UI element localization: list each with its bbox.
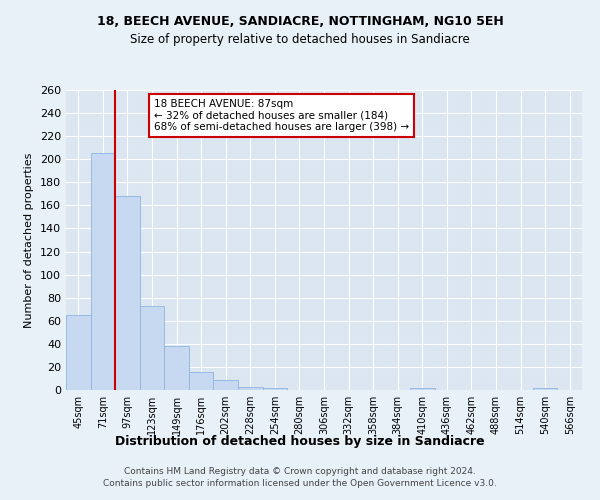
Bar: [214, 380, 238, 390]
Bar: [238, 386, 263, 390]
Text: Contains HM Land Registry data © Crown copyright and database right 2024.: Contains HM Land Registry data © Crown c…: [124, 468, 476, 476]
Bar: [533, 388, 557, 390]
Bar: [140, 306, 164, 390]
Bar: [263, 388, 287, 390]
Text: Size of property relative to detached houses in Sandiacre: Size of property relative to detached ho…: [130, 32, 470, 46]
Bar: [164, 346, 189, 390]
Bar: [189, 372, 214, 390]
Y-axis label: Number of detached properties: Number of detached properties: [25, 152, 34, 328]
Bar: [91, 154, 115, 390]
Text: 18, BEECH AVENUE, SANDIACRE, NOTTINGHAM, NG10 5EH: 18, BEECH AVENUE, SANDIACRE, NOTTINGHAM,…: [97, 15, 503, 28]
Bar: [66, 315, 91, 390]
Text: Distribution of detached houses by size in Sandiacre: Distribution of detached houses by size …: [115, 435, 485, 448]
Bar: [410, 388, 434, 390]
Bar: [115, 196, 140, 390]
Text: Contains public sector information licensed under the Open Government Licence v3: Contains public sector information licen…: [103, 479, 497, 488]
Text: 18 BEECH AVENUE: 87sqm
← 32% of detached houses are smaller (184)
68% of semi-de: 18 BEECH AVENUE: 87sqm ← 32% of detached…: [154, 99, 409, 132]
